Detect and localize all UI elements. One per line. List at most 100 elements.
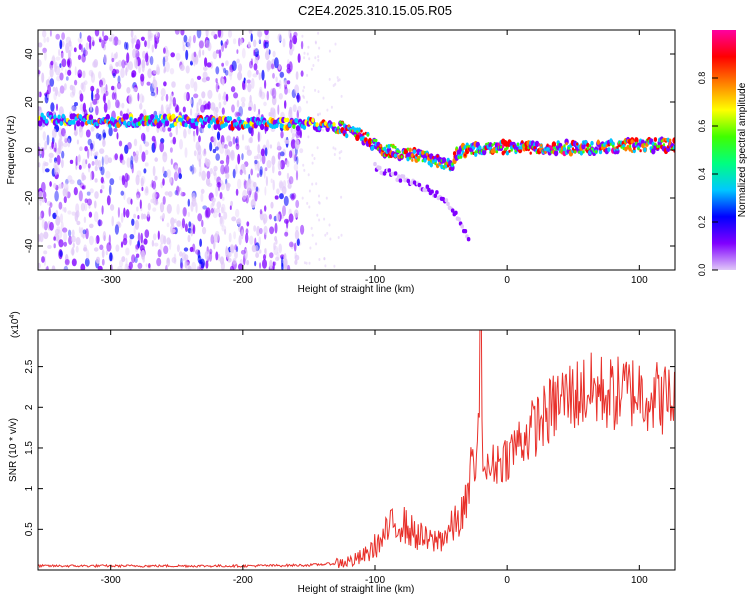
spectrogram-noise-dot [140, 132, 146, 142]
spectrogram-ridge-cell [421, 150, 425, 156]
spectrogram-noise-dot [264, 41, 269, 49]
spectrogram-noise-dot [99, 189, 103, 194]
spectrogram-noise-dot [249, 60, 253, 69]
spectrogram-noise-dot [76, 220, 81, 226]
spectrogram-noise-dot [301, 34, 304, 38]
spectrogram-ridge-cell [61, 113, 66, 119]
spectrogram-noise-dot [123, 207, 126, 218]
spectrogram-noise-dot [223, 91, 227, 101]
spectrogram-ridge-cell [275, 123, 279, 129]
spectrogram-ridge-cell [173, 121, 178, 127]
spectrogram-noise-dot [144, 40, 147, 48]
spectrogram-ridge-cell [612, 144, 615, 148]
spectrogram-noise-dot [263, 168, 266, 179]
spectrogram-ridge-cell [423, 157, 427, 163]
spectrogram-noise-dot [286, 67, 291, 74]
spectrogram-noise-dot [61, 150, 65, 159]
spectrogram-noise-dot [226, 182, 229, 187]
spectrogram-noise-dot [182, 106, 186, 113]
spectrogram-noise-dot [173, 253, 177, 262]
spectrogram-ridge-cell [360, 129, 363, 133]
spectrogram-ridge-cell [609, 138, 613, 144]
spectrogram-noise-dot [295, 71, 299, 80]
spectrogram-ridge-cell [216, 119, 220, 125]
spectrogram-noise-dot [45, 79, 50, 85]
spectrogram-ridge-cell [653, 137, 658, 142]
spectrogram-noise-dot [185, 261, 191, 270]
spectrogram-ridge-cell [579, 150, 584, 156]
spectrogram-noise-dot [295, 130, 300, 139]
spectrogram-noise-dot [308, 189, 311, 193]
spectrogram-noise-dot [44, 162, 49, 167]
spectrogram-noise-dot [99, 148, 105, 155]
spectrogram-noise-dot [204, 209, 209, 218]
spectrogram-noise-dot [266, 90, 269, 101]
colorbar: 0.0 0.2 0.4 0.6 0.8 Normalized spectral ampl… [697, 30, 748, 276]
spectrogram-noise-dot [250, 168, 253, 176]
spectrogram-noise-dot [213, 207, 216, 214]
y-tick-label: 2.5 [24, 359, 35, 373]
spectrogram-noise-dot [81, 158, 87, 169]
spectrogram-noise-dot [82, 174, 87, 181]
y-tick-label: 1 [24, 485, 35, 491]
spectrogram-noise-dot [279, 181, 284, 191]
spectrogram-noise-dot [202, 71, 208, 80]
spectrogram-noise-dot [316, 146, 319, 150]
spectrogram-noise-dot [101, 249, 105, 259]
spectrogram-noise-dot [234, 250, 238, 259]
spectrogram-noise-dot [79, 32, 82, 39]
spectrogram-noise-dot [126, 174, 130, 181]
spectrogram-noise-dot [284, 218, 289, 224]
spectrogram-noise-dot [283, 195, 289, 207]
snr-ticks: -300 -200 -100 0 100 0.5 1 1.5 2 2.5 [24, 330, 675, 586]
spectrogram-noise-dot [188, 221, 192, 228]
spectrogram-noise-dot [55, 209, 59, 216]
spectrogram-ridge-cell [488, 142, 493, 149]
spectrogram-noise-dot [40, 181, 46, 193]
spectrogram-noise-dot [286, 63, 291, 70]
spectrogram-ridge-cell [171, 113, 176, 121]
spectrogram-noise-dot [80, 263, 86, 270]
spectrogram-noise-dot [44, 197, 47, 204]
spectrogram-noise-dot [303, 261, 306, 265]
spectrogram-noise-dot [159, 243, 163, 252]
spectrogram-noise-dot [302, 94, 305, 98]
spectrogram-noise-dot [264, 147, 268, 157]
spectrogram-noise-dot [239, 169, 243, 176]
spectrogram-noise-dot [94, 200, 97, 209]
spectrogram-ridge-cell [521, 140, 524, 144]
spectrogram-noise-dot [152, 79, 158, 89]
spectrogram-noise-dot [108, 126, 113, 137]
spectrogram-noise-dot [276, 251, 280, 261]
spectrogram-noise-dot [295, 170, 299, 181]
spectrogram-noise-dot [114, 69, 120, 74]
spectrogram-noise-dot [231, 216, 237, 222]
spectrogram-ridge-cell [529, 151, 532, 155]
colorbar-tick-label: 0.6 [697, 120, 707, 133]
spectrogram-noise-dot [137, 232, 141, 243]
spectrogram-noise-dot [235, 138, 238, 144]
spectrogram-noise-dot [65, 76, 69, 81]
spectrogram-noise-dot [272, 163, 275, 174]
spectrogram-noise-dot [166, 257, 171, 267]
x-tick-label: -100 [365, 575, 385, 586]
spectrogram-noise-dot [149, 32, 154, 38]
spectrogram-noise-dot [95, 256, 101, 264]
spectrogram-noise-dot [288, 150, 293, 159]
spectrogram-noise-dot [220, 164, 226, 175]
spectrogram-noise-dot [78, 226, 81, 234]
spectrogram-noise-dot [126, 157, 131, 168]
spectrogram-noise-dot [80, 82, 84, 90]
spectrogram-noise-dot [175, 104, 180, 113]
spectrogram-noise-dot [92, 99, 98, 105]
spectrogram-noise-dot [311, 161, 314, 165]
spectrogram-noise-dot [113, 53, 117, 60]
spectrogram-noise-dot [279, 151, 285, 157]
spectrogram-ridge-cell [412, 149, 417, 155]
spectrogram-noise-dot [307, 135, 310, 139]
spectrogram-noise-dot [103, 93, 106, 104]
spectrogram-noise-dot [89, 188, 94, 194]
spectrogram-noise-dot [263, 225, 268, 235]
spectrogram-noise-dot [94, 93, 100, 101]
spectrogram-noise-dot [178, 251, 183, 257]
